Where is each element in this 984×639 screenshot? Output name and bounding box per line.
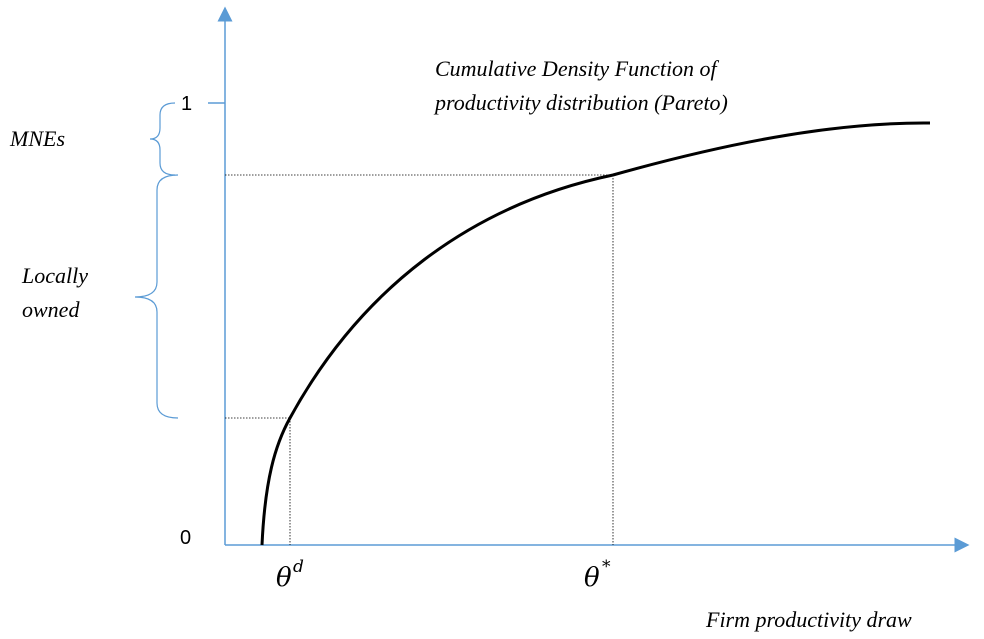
guide-lines bbox=[225, 174, 614, 545]
braces bbox=[134, 102, 179, 419]
x-marker: θ bbox=[584, 563, 600, 593]
x-axis-label: Firm productivity draw bbox=[705, 607, 912, 632]
title: Cumulative Density Function of bbox=[435, 56, 720, 81]
group-label: MNEs bbox=[9, 126, 65, 151]
y-tick-label: 1 bbox=[181, 93, 192, 115]
x-marker-sup: d bbox=[293, 557, 304, 577]
title: productivity distribution (Pareto) bbox=[433, 90, 728, 115]
x-marker: θ bbox=[276, 563, 292, 593]
x-marker-sup: * bbox=[602, 557, 611, 577]
y-tick-label: 0 bbox=[180, 527, 191, 549]
group-label: Locally bbox=[21, 263, 88, 288]
cdf-curve bbox=[260, 121, 931, 546]
group-label: owned bbox=[22, 297, 80, 322]
